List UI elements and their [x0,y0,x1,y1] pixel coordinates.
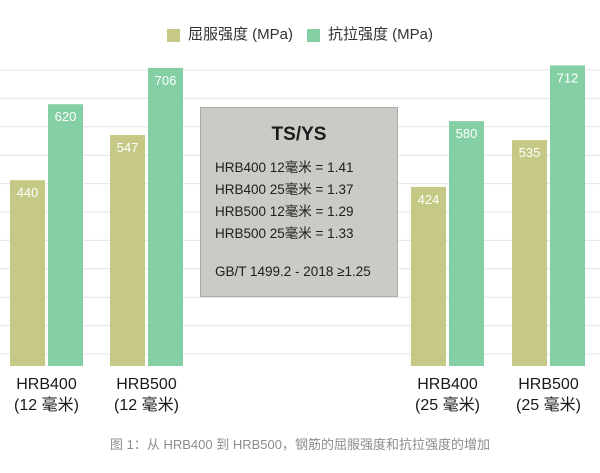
tensile-strength-bar-1 [48,104,83,366]
legend-label-yield-strength: 屈服强度 (MPa) [187,26,293,43]
tensile-strength-value-label-3: 580 [456,126,478,141]
ts-ys-title: TS/YS [271,124,327,145]
bars: 440 620 547 706 424 580 535 712 [10,65,585,367]
legend-swatch-yield-strength [166,28,180,42]
standard-requirement-note: GB/T 1499.2 - 2018 ≥1.25 [215,264,371,279]
chart-legend: 屈服强度 (MPa) 抗拉强度 (MPa) [0,25,600,45]
ts-ys-ratio-hrb400-12: HRB400 12毫米 = 1.41 [215,160,354,175]
yield-strength-bar-2 [110,135,145,366]
ts-ys-ratio-hrb400-25: HRB400 25毫米 = 1.37 [215,182,354,197]
yield-strength-value-label-4: 535 [519,145,541,160]
category-label-1: HRB400 (12 毫米) [14,376,79,414]
yield-strength-bar-4 [512,140,547,366]
yield-strength-value-label-3: 424 [418,192,440,207]
ts-ys-ratio-hrb500-12: HRB500 12毫米 = 1.29 [215,204,354,219]
tensile-strength-bar-2 [148,67,183,367]
category-label-4: HRB500 (25 毫米) [516,376,581,414]
legend-item-yield-strength: 屈服强度 (MPa) [166,25,293,45]
tensile-strength-value-label-2: 706 [155,73,177,88]
category-labels: HRB400 (12 毫米) HRB500 (12 毫米) HRB400 (25 毫米) H… [14,376,581,414]
tensile-strength-bar-3 [449,121,484,366]
tensile-strength-value-label-4: 712 [557,70,579,85]
legend-swatch-tensile-strength [307,28,320,42]
category-label-2: HRB500 (12 毫米) [114,376,179,414]
ts-ys-ratio-hrb500-25: HRB500 25毫米 = 1.33 [215,226,354,241]
yield-strength-value-label-1: 440 [17,185,39,200]
yield-strength-bar-3 [411,186,446,366]
yield-strength-value-label-2: 547 [117,140,139,155]
legend-item-tensile-strength: 抗拉强度 (MPa) [307,25,433,45]
category-label-3: HRB400 (25 毫米) [415,376,480,414]
legend-label-tensile-strength: 抗拉强度 (MPa) [328,26,434,43]
ts-ys-ratio-list: HRB400 12毫米 = 1.41 HRB400 25毫米 = 1.37 HR… [201,157,397,245]
figure-caption: 图 1：从 HRB400 到 HRB500，钢筋的屈服强度和抗拉强度的增加 [110,437,490,452]
tensile-strength-value-label-1: 620 [55,109,77,124]
tensile-strength-bar-4 [550,65,585,366]
yield-strength-bar-1 [10,180,45,366]
ts-ys-ratio-box: TS/YS HRB400 12毫米 = 1.41 HRB400 25毫米 = 1… [200,107,398,297]
